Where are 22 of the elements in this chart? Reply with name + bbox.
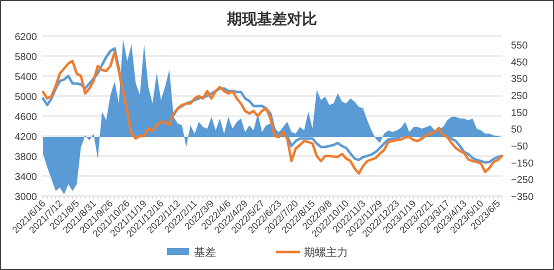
y2-tick-label: −350 (511, 192, 534, 203)
chart-title: 期现基差对比 (226, 10, 317, 28)
y2-tick-label: 550 (511, 40, 528, 52)
y-tick-label: 6200 (14, 32, 38, 43)
y-tick-label: 3000 (14, 192, 38, 203)
y-tick-label: 3800 (14, 152, 38, 163)
y-tick-label: 5000 (14, 92, 38, 103)
y2-tick-label: 250 (511, 90, 528, 102)
y-tick-label: 4600 (14, 112, 38, 123)
y2-tick-label: 50 (511, 124, 523, 136)
y2-tick-label: −50 (511, 141, 528, 152)
y2-tick-label: 450 (511, 57, 528, 68)
legend-label: 期螺主力 (304, 246, 348, 259)
y-tick-label: 5800 (14, 52, 38, 63)
y2-tick-label: −150 (511, 158, 534, 170)
y2-tick-label: 150 (511, 108, 528, 119)
y-tick-label: 3400 (14, 172, 38, 183)
y2-tick-label: 350 (511, 74, 528, 86)
y-tick-label: 4200 (14, 132, 38, 143)
y-tick-label: 5400 (14, 72, 38, 83)
legend-label: 基差 (194, 246, 216, 259)
y2-tick-label: −250 (511, 175, 534, 186)
